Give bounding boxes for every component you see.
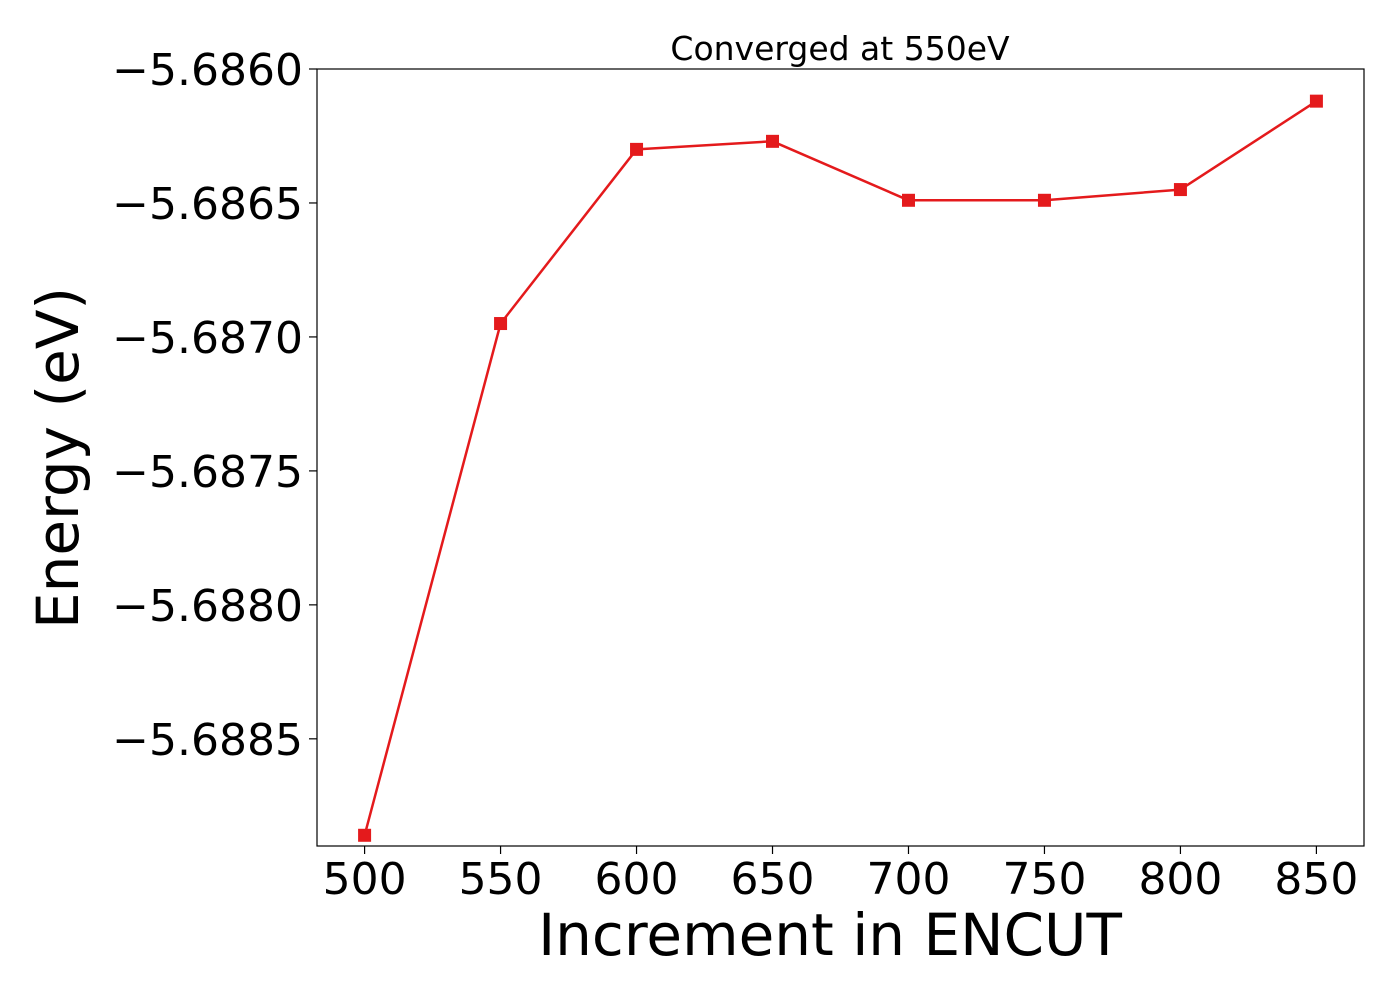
data-point-marker — [1037, 193, 1051, 207]
x-axis-ticks: 500 550 600 650 700 750 800 850 — [323, 846, 1358, 905]
x-tick-label: 800 — [1138, 854, 1222, 905]
data-point-marker — [630, 142, 644, 156]
x-tick-label: 700 — [866, 854, 950, 905]
x-tick-label: 650 — [731, 854, 815, 905]
x-axis-label: Increment in ENCUT — [538, 901, 1122, 969]
data-point-marker — [1309, 94, 1323, 108]
y-tick-label: −5.6870 — [112, 313, 303, 364]
y-axis-label: Energy (eV) — [24, 287, 92, 629]
y-tick-label: −5.6865 — [112, 179, 303, 230]
y-tick-label: −5.6885 — [112, 715, 303, 766]
data-point-marker — [1173, 183, 1187, 197]
data-point-marker — [901, 193, 915, 207]
data-point-marker — [766, 134, 780, 148]
x-tick-label: 600 — [595, 854, 679, 905]
x-tick-label: 750 — [1002, 854, 1086, 905]
y-tick-label: −5.6880 — [112, 581, 303, 632]
plot-area-frame — [316, 68, 1365, 847]
y-tick-label: −5.6875 — [112, 447, 303, 498]
chart-title: Converged at 550eV — [670, 29, 1010, 68]
y-tick-label: −5.6860 — [112, 45, 303, 96]
data-point-marker — [358, 828, 372, 842]
x-tick-label: 500 — [323, 854, 407, 905]
data-point-marker — [494, 317, 508, 331]
x-tick-label: 550 — [459, 854, 543, 905]
y-axis-ticks: −5.6860 −5.6865 −5.6870 −5.6875 −5.6880 −5.68… — [112, 45, 317, 766]
series-group — [358, 94, 1323, 842]
series-line — [363, 100, 1318, 836]
x-tick-label: 850 — [1274, 854, 1358, 905]
